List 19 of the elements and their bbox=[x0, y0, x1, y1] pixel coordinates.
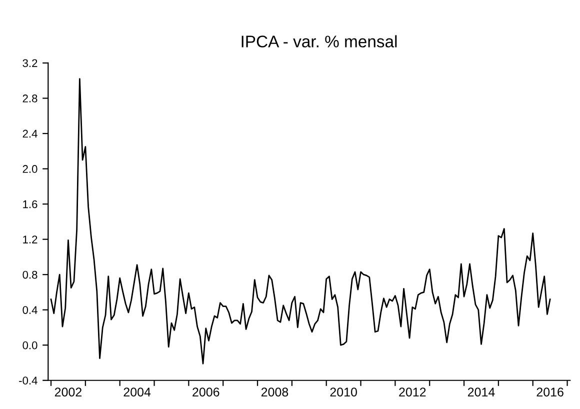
y-tick-label: 2.0 bbox=[22, 165, 38, 173]
x-tick-label: 2016 bbox=[536, 388, 564, 396]
y-tick-label: 0.8 bbox=[22, 270, 38, 279]
y-tick-label: 1.6 bbox=[23, 200, 38, 208]
y-tick-label: 3.2 bbox=[22, 59, 38, 68]
y-tick-label: -0.4 bbox=[19, 376, 38, 385]
y-tick-label: 2.4 bbox=[22, 130, 38, 138]
x-tick-label: 2008 bbox=[261, 388, 288, 396]
chart-title: IPCA - var. % mensal bbox=[242, 35, 397, 48]
x-tick-label: 2012 bbox=[399, 388, 426, 396]
y-tick-label: 2.8 bbox=[22, 94, 38, 102]
x-tick-label: 2004 bbox=[124, 388, 151, 396]
x-tick-label: 2014 bbox=[468, 388, 495, 396]
y-tick-label: 1.2 bbox=[23, 236, 38, 244]
x-tick-label: 2002 bbox=[54, 388, 82, 396]
y-tick-label: 0.0 bbox=[22, 341, 38, 350]
x-tick-label: 2010 bbox=[330, 388, 357, 396]
y-tick-label: 0.4 bbox=[22, 306, 38, 314]
x-tick-label: 2006 bbox=[192, 388, 220, 396]
